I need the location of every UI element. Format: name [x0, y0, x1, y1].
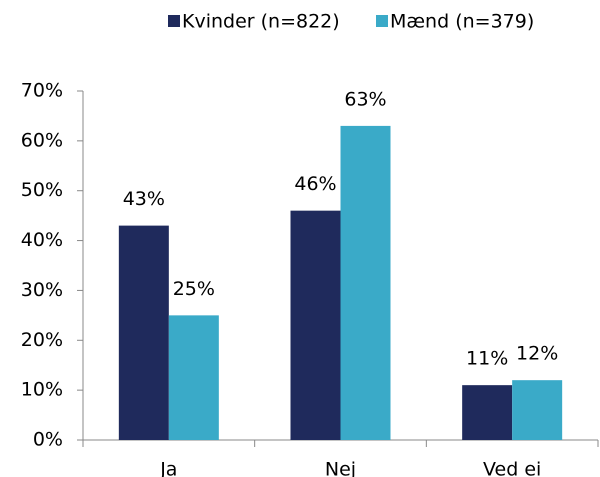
bar [512, 380, 563, 440]
y-tick-label: 0% [33, 429, 63, 451]
x-tick-label: Ved ei [483, 459, 541, 477]
legend-label: Kvinder (n=822) [182, 11, 340, 33]
x-tick-label: Nej [325, 459, 356, 477]
y-tick-label: 30% [21, 279, 63, 301]
y-tick-label: 20% [21, 329, 63, 351]
data-label: 46% [294, 173, 336, 195]
data-label: 12% [516, 343, 558, 365]
data-label: 43% [123, 188, 165, 210]
data-label: 11% [466, 348, 508, 370]
bar [118, 225, 169, 440]
bar [340, 125, 391, 441]
data-label: 63% [344, 88, 386, 110]
legend-swatch [168, 15, 180, 27]
y-tick-label: 10% [21, 379, 63, 401]
data-label: 25% [173, 278, 215, 300]
y-tick-label: 40% [21, 229, 63, 251]
legend-label: Mænd (n=379) [390, 11, 534, 33]
y-tick-label: 60% [21, 129, 63, 151]
y-tick-label: 50% [21, 179, 63, 201]
x-tick-label: Ja [159, 459, 177, 477]
legend-swatch [376, 15, 388, 27]
y-tick-label: 70% [21, 80, 63, 102]
bar [290, 210, 341, 440]
bar [462, 385, 513, 440]
bar [168, 315, 219, 440]
